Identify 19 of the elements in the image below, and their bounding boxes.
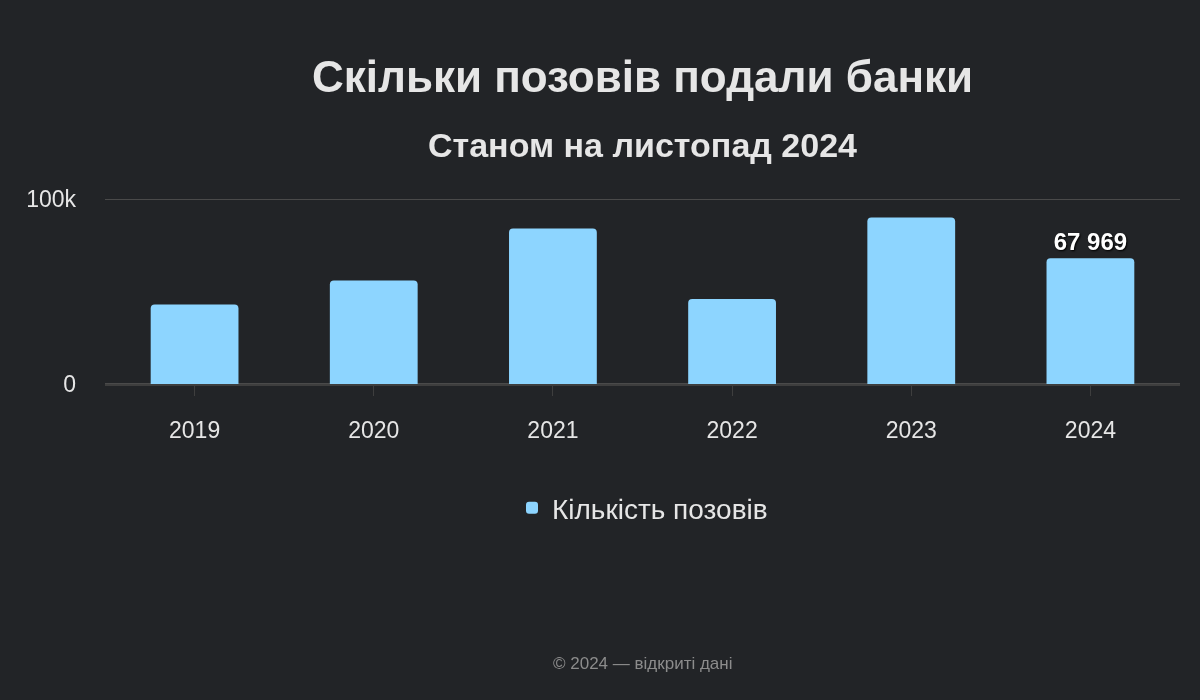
y-tick-label: 0 bbox=[63, 371, 76, 398]
bar bbox=[329, 280, 418, 384]
bar bbox=[867, 217, 956, 384]
bar bbox=[150, 304, 239, 384]
x-tick-label: 2022 bbox=[706, 416, 758, 443]
bar bbox=[509, 228, 597, 384]
x-tick-label: 2024 bbox=[1064, 416, 1117, 443]
x-tick-label: 2021 bbox=[527, 416, 579, 443]
text: © 2024 — відкриті дані bbox=[553, 654, 733, 673]
chart-subtitle: Станом на листопад 2024 bbox=[428, 126, 858, 164]
bar bbox=[1046, 258, 1135, 384]
legend-label: Кількість позовів bbox=[552, 493, 768, 525]
y-tick-label: 100k bbox=[26, 186, 77, 213]
chart-title: Скільки позовів подали банки bbox=[311, 52, 974, 102]
x-tick-label: 2023 bbox=[885, 416, 937, 443]
x-tick-label: 2020 bbox=[348, 416, 400, 443]
x-tick-label: 2019 bbox=[168, 416, 221, 443]
bar bbox=[688, 298, 776, 384]
data-label: 67 969 bbox=[1053, 228, 1128, 256]
